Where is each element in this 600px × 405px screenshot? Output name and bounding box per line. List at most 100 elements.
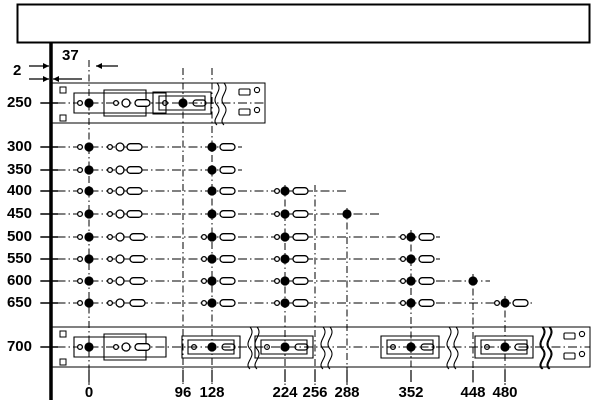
fixing-slot [512, 299, 529, 307]
end-bracket-hole [253, 86, 261, 94]
slot-hole [420, 343, 435, 351]
fixing-slot [418, 233, 435, 241]
fixing-hole-major [207, 298, 217, 308]
carriage-box [254, 335, 314, 359]
slide-row-250 [40, 82, 265, 126]
end-bracket-hole [578, 330, 586, 338]
fixing-hole-major [178, 98, 188, 108]
fixing-hole-minor [76, 143, 84, 151]
row-label-400: 400 [6, 182, 32, 199]
small-hole [484, 344, 491, 351]
row-label-250: 250 [6, 94, 32, 111]
slide-row-300 [40, 142, 242, 152]
fixing-slot [129, 299, 146, 307]
fixing-hole-major [207, 232, 217, 242]
fixing-slot [129, 255, 146, 263]
fixing-hole-minor [76, 99, 84, 107]
break-symbol [214, 82, 227, 126]
axis-ticks [88, 370, 506, 382]
fixing-hole-major [84, 254, 94, 264]
dimension-label-2: 2 [13, 62, 22, 79]
break-symbol [247, 326, 260, 370]
fixing-hole-minor [273, 299, 281, 307]
fixing-hole-major [500, 298, 510, 308]
fixing-hole-major [342, 209, 352, 219]
fixing-hole-major [406, 298, 416, 308]
slide-body-outline [73, 89, 167, 117]
fixing-hole-medium [115, 209, 125, 219]
fixing-hole-minor [273, 255, 281, 263]
end-bracket-slot [238, 108, 251, 116]
slide-row-350 [40, 165, 242, 175]
fixing-slot [292, 233, 309, 241]
fixing-hole-major [280, 209, 290, 219]
fixing-hole-major [84, 165, 94, 175]
small-hole [162, 99, 169, 106]
row-label-500: 500 [6, 228, 32, 245]
fixing-hole-minor [76, 233, 84, 241]
fixing-slot [219, 210, 236, 218]
column-label-256: 256 [302, 384, 328, 401]
fixing-hole-major [84, 342, 94, 352]
fixing-hole-major [84, 186, 94, 196]
column-label-128: 128 [199, 384, 225, 401]
fixing-hole-minor [493, 299, 501, 307]
fixing-slot [126, 166, 143, 174]
end-bracket-slot [563, 352, 576, 360]
end-bracket-slot [563, 332, 576, 340]
small-hole [191, 344, 198, 351]
fixing-hole-minor [106, 299, 114, 307]
fixing-hole-minor [200, 233, 208, 241]
carriage-box [474, 335, 534, 359]
fixing-hole-minor [76, 255, 84, 263]
fixing-hole-major [84, 142, 94, 152]
fixing-hole-minor [200, 277, 208, 285]
dimension-label-37: 37 [62, 47, 79, 64]
carriage-box [152, 91, 212, 115]
fixing-hole-major [207, 254, 217, 264]
end-bracket-slot [238, 88, 251, 96]
fixing-hole-medium [115, 142, 125, 152]
fixing-slot [292, 277, 309, 285]
fixing-hole-major [280, 276, 290, 286]
fixing-slot [126, 210, 143, 218]
fixing-hole-major [280, 298, 290, 308]
fixing-slot [134, 343, 151, 351]
fixing-hole-minor [200, 255, 208, 263]
fixing-hole-minor [112, 343, 120, 351]
fixing-hole-major [84, 98, 94, 108]
fixing-slot [219, 187, 236, 195]
fixing-slot [126, 187, 143, 195]
fixing-hole-major [406, 254, 416, 264]
slide-row-550 [40, 254, 440, 264]
fixing-hole-medium [115, 276, 125, 286]
title-box [16, 3, 591, 44]
carriage-box [380, 335, 440, 359]
bracket-hole-square [59, 358, 67, 366]
fixing-hole-major [207, 342, 217, 352]
fixing-hole-medium [121, 342, 131, 352]
slide-row-650 [40, 298, 532, 308]
slide-row-500 [40, 232, 440, 242]
bracket-hole-square [59, 86, 67, 94]
fixing-slot [219, 233, 236, 241]
row-label-650: 650 [6, 294, 32, 311]
fixing-hole-medium [115, 165, 125, 175]
column-label-352: 352 [398, 384, 424, 401]
row-label-300: 300 [6, 138, 32, 155]
fixing-hole-minor [273, 277, 281, 285]
fixing-slot [219, 299, 236, 307]
fixing-hole-minor [399, 255, 407, 263]
fixing-hole-minor [399, 277, 407, 285]
fixing-slot [418, 255, 435, 263]
slot-hole [514, 343, 529, 351]
fixing-hole-major [84, 276, 94, 286]
fixing-hole-minor [106, 210, 114, 218]
fixing-hole-minor [76, 187, 84, 195]
fixing-hole-major [280, 342, 290, 352]
column-label-448: 448 [460, 384, 486, 401]
fixing-hole-minor [200, 299, 208, 307]
column-label-224: 224 [272, 384, 298, 401]
end-bracket-hole [253, 106, 261, 114]
